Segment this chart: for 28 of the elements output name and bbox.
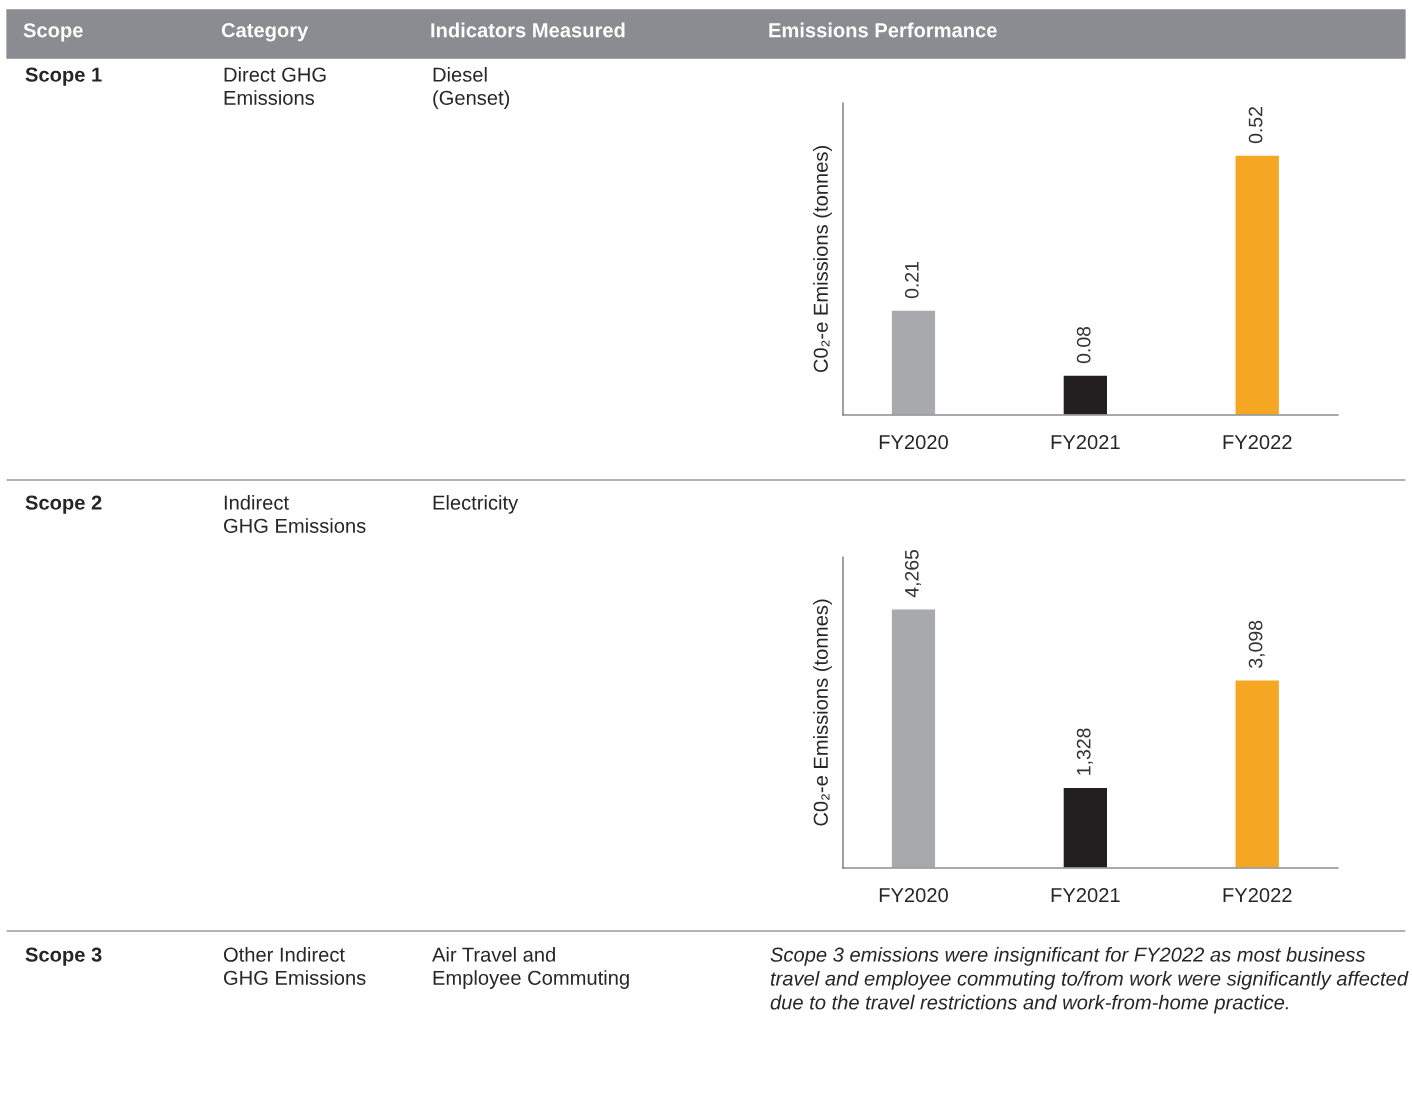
text: Diesel (Genset): [433, 67, 510, 109]
x-tick-label: FY2022: [1223, 887, 1292, 903]
x-tick-label: FY2021: [1051, 887, 1120, 903]
x-tick-label: FY2021: [1051, 434, 1120, 450]
text: Category: [221, 23, 309, 42]
x-tick-label: FY2022: [1223, 434, 1292, 450]
text: Scope: [23, 23, 83, 42]
text: Scope 1: [25, 67, 102, 86]
x-tick-label: FY2020: [879, 434, 948, 450]
data-label: 4,265: [904, 549, 921, 598]
x-tick-label: FY2020: [879, 887, 948, 903]
text: Emissions Performance: [769, 22, 997, 38]
data-label: 0.08: [1076, 326, 1091, 364]
y-axis-title: C0₂-e Emissions (tonnes): [813, 599, 832, 826]
text: Air Travel and Employee Commuting: [432, 947, 629, 989]
text: Other Indirect GHG Emissions: [223, 947, 366, 985]
text: Direct GHG Emissions: [224, 67, 326, 105]
text: Scope 3 emissions were insignificant for FY2022 as most business travel and employee commuting to/from work were significantly affected due to the travel restrictions and work-from-home practice.: [770, 947, 1409, 1014]
data-label: 0.52: [1248, 107, 1263, 144]
y-axis-title: C0₂-e Emissions (tonnes): [813, 146, 832, 373]
data-label: 1,328: [1076, 728, 1093, 775]
text: Scope 3: [25, 947, 102, 966]
text: Electricity: [433, 495, 519, 514]
data-label: 3,098: [1248, 620, 1265, 668]
data-label: 0.21: [904, 261, 919, 299]
text: Scope 2: [25, 495, 102, 514]
text: Indirect GHG Emissions: [224, 495, 366, 533]
text: Indicators Measured: [431, 22, 625, 38]
